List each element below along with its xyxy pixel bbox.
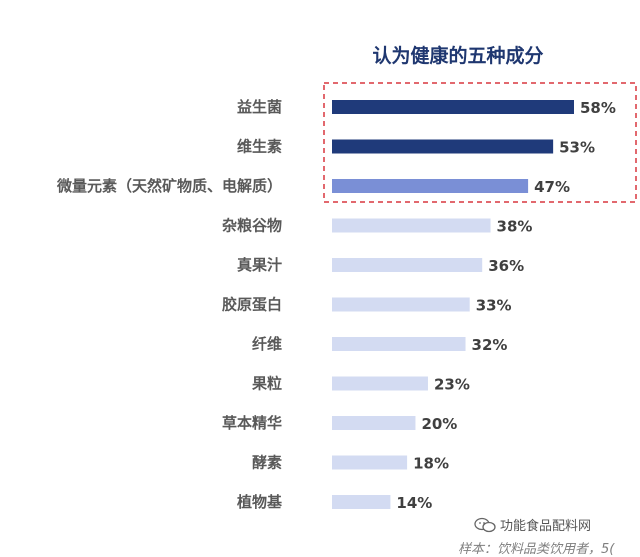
bar [332,179,529,193]
bar [332,455,408,470]
watermark-text: 功能食品配料网 [500,519,592,534]
category-label: 果粒 [251,375,282,393]
wechat-icon [474,517,496,532]
category-label: 微量元素（天然矿物质、电解质） [56,177,282,195]
bar [332,416,416,430]
watermark: 功能食品配料网 [474,515,591,534]
category-label: 杂粮谷物 [222,217,282,235]
value-label: 47% [534,178,570,196]
footnote: 样本：饮料品类饮用者，5( [458,542,615,557]
bar [332,258,483,272]
category-label: 维生素 [237,138,282,156]
bar [332,337,466,351]
bar [332,100,574,114]
category-label: 酵素 [252,454,282,472]
value-label: 32% [472,336,508,354]
category-label: 植物基 [237,493,283,511]
category-label: 草本精华 [222,414,282,432]
category-label: 纤维 [252,335,282,353]
bar [332,297,470,312]
category-label: 真果汁 [237,256,282,274]
value-label: 14% [396,494,432,512]
value-label: 36% [488,257,524,275]
value-label: 18% [413,455,449,473]
category-label: 益生菌 [237,98,282,116]
bar [332,376,428,391]
value-label: 33% [476,297,512,315]
bar [332,218,491,233]
bar [332,139,554,154]
bar [332,495,391,509]
category-label: 胶原蛋白 [222,296,282,314]
value-label: 20% [421,415,457,433]
value-label: 38% [497,218,533,236]
chart-title: 认为健康的五种成分 [372,44,543,67]
bars-group: 益生菌 58% 维生素 53% 微量元素（天然矿物质、电解质） 47% 杂粮谷物 38% 真果汁… [56,98,616,512]
value-label: 58% [580,99,616,117]
highlight-box [323,82,637,203]
value-label: 23% [434,376,470,394]
value-label: 53% [559,139,595,157]
